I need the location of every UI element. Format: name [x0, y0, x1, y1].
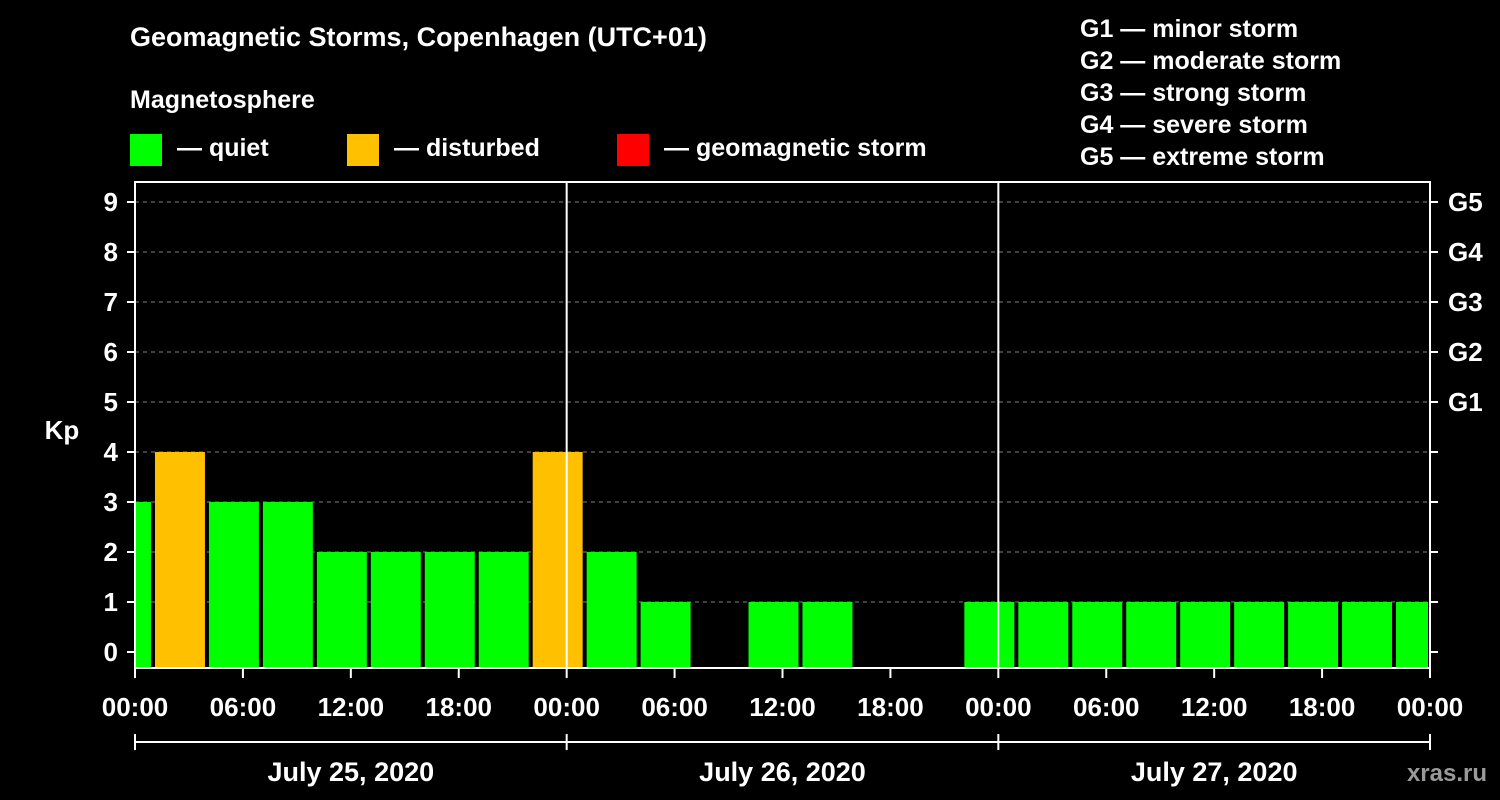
x-tick-label-9: 06:00 [1073, 692, 1140, 722]
bar-21-quiet [1234, 602, 1285, 668]
x-tick-label-2: 12:00 [318, 692, 385, 722]
right-axis-label-g1: G1 [1448, 387, 1483, 417]
bar-20-quiet [1180, 602, 1231, 668]
magnetosphere-heading: Magnetosphere [130, 86, 315, 114]
y-tick-label-0: 0 [104, 637, 118, 667]
bar-17-quiet [1018, 602, 1069, 668]
x-tick-label-7: 18:00 [857, 692, 924, 722]
y-tick-label-1: 1 [104, 587, 118, 617]
y-tick-label-9: 9 [104, 187, 118, 217]
y-axis-label: Kp [45, 415, 80, 445]
x-tick-label-0: 00:00 [102, 692, 169, 722]
right-axis-label-g5: G5 [1448, 187, 1483, 217]
bar-0-quiet [136, 502, 151, 668]
storm-scale-g3: G3 — strong storm [1080, 79, 1307, 107]
day-label-3: July 27, 2020 [1131, 757, 1298, 787]
bar-16-quiet [964, 602, 1015, 668]
y-tick-label-4: 4 [104, 437, 119, 467]
bar-8-disturbed [532, 452, 583, 668]
bar-19-quiet [1126, 602, 1177, 668]
bar-22-quiet [1288, 602, 1339, 668]
bar-3-quiet [262, 502, 313, 668]
y-tick-label-3: 3 [104, 487, 118, 517]
x-tick-label-8: 00:00 [965, 692, 1032, 722]
storm-scale-g5: G5 — extreme storm [1080, 143, 1325, 171]
bar-1-disturbed [154, 452, 205, 668]
bar-24-quiet [1396, 602, 1428, 668]
x-tick-label-4: 00:00 [533, 692, 600, 722]
bar-9-quiet [586, 552, 637, 668]
day-label-1: July 25, 2020 [268, 757, 435, 787]
legend-disturbed-swatch [347, 134, 379, 166]
x-tick-label-3: 18:00 [426, 692, 493, 722]
legend-storm-swatch [617, 134, 649, 166]
x-tick-label-6: 12:00 [749, 692, 816, 722]
day-label-2: July 26, 2020 [699, 757, 866, 787]
legend-quiet-label: — quiet [177, 134, 269, 162]
bar-6-quiet [424, 552, 475, 668]
legend-quiet-swatch [130, 134, 162, 166]
y-tick-label-7: 7 [104, 287, 118, 317]
bar-7-quiet [478, 552, 529, 668]
y-tick-label-2: 2 [104, 537, 118, 567]
right-axis-label-g2: G2 [1448, 337, 1483, 367]
bar-10-quiet [640, 602, 691, 668]
bar-2-quiet [208, 502, 259, 668]
storm-scale-legend: G1 — minor storm G2 — moderate storm G3 … [1080, 13, 1341, 173]
chart-title: Geomagnetic Storms, Copenhagen (UTC+01) [130, 22, 707, 52]
legend-disturbed-label: — disturbed [394, 134, 540, 162]
watermark: xras.ru [1407, 760, 1487, 787]
y-tick-label-8: 8 [104, 237, 118, 267]
y-tick-label-5: 5 [104, 387, 118, 417]
bar-4-quiet [316, 552, 367, 668]
bar-13-quiet [802, 602, 853, 668]
storm-scale-g2: G2 — moderate storm [1080, 47, 1342, 75]
x-tick-label-11: 18:00 [1289, 692, 1356, 722]
x-tick-label-10: 12:00 [1181, 692, 1248, 722]
x-tick-label-12: 00:00 [1397, 692, 1464, 722]
storm-scale-g4: G4 — severe storm [1080, 111, 1308, 139]
right-axis-label-g4: G4 [1448, 237, 1483, 267]
bar-23-quiet [1342, 602, 1393, 668]
storm-scale-g1: G1 — minor storm [1080, 15, 1299, 43]
x-tick-label-1: 06:00 [210, 692, 277, 722]
legend-storm-label: — geomagnetic storm [664, 134, 927, 162]
bar-12-quiet [748, 602, 799, 668]
right-axis-label-g3: G3 [1448, 287, 1483, 317]
x-tick-label-5: 06:00 [641, 692, 708, 722]
bar-18-quiet [1072, 602, 1123, 668]
y-tick-label-6: 6 [104, 337, 118, 367]
bar-5-quiet [370, 552, 421, 668]
